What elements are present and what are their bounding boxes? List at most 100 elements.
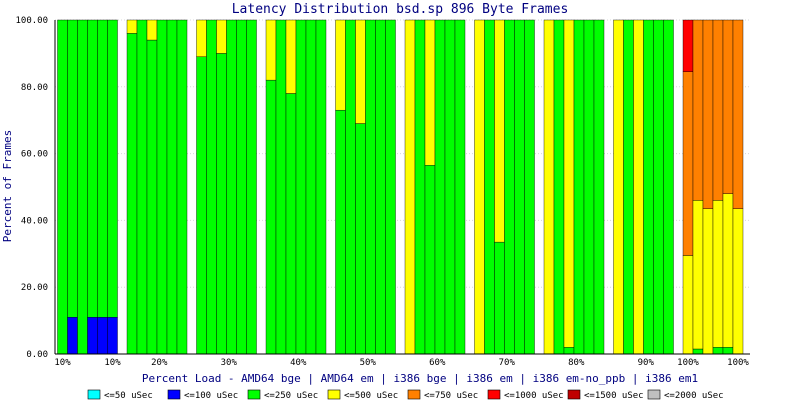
bar-segment bbox=[156, 19, 168, 355]
bar-segment bbox=[57, 19, 68, 355]
legend-swatch bbox=[247, 389, 261, 400]
bar-segment bbox=[504, 19, 515, 355]
bar-segment bbox=[613, 19, 624, 355]
bar-segment bbox=[355, 19, 366, 124]
x-tick-label: 70% bbox=[499, 358, 516, 368]
y-tick-label: 0.00 bbox=[26, 350, 48, 360]
bar-segment bbox=[385, 19, 396, 355]
bar-segment bbox=[355, 123, 366, 355]
bar-segment bbox=[97, 19, 108, 318]
bar-segment bbox=[365, 19, 376, 355]
legend-entry: <=2000 uSec bbox=[664, 391, 724, 400]
bar-segment bbox=[682, 19, 694, 72]
bar-segment bbox=[722, 19, 734, 194]
bar-segment bbox=[524, 19, 535, 355]
bar-segment bbox=[514, 19, 525, 355]
bar-segment bbox=[722, 347, 734, 355]
bar-segment bbox=[434, 19, 446, 355]
legend-entry: <=50 uSec bbox=[104, 391, 153, 400]
bar-segment bbox=[653, 19, 664, 355]
bar-segment bbox=[424, 19, 436, 166]
bar-segment bbox=[712, 19, 724, 201]
bar-segment bbox=[375, 19, 386, 355]
legend-entry: <=100 uSec bbox=[184, 391, 238, 400]
y-tick-label: 40.00 bbox=[21, 216, 48, 226]
x-tick-label: 30% bbox=[221, 358, 238, 368]
bar-segment bbox=[702, 19, 714, 209]
y-tick-label: 100.00 bbox=[15, 16, 48, 26]
bar-segment bbox=[633, 19, 644, 355]
legend-entry: <=500 uSec bbox=[344, 391, 398, 400]
x-tick-label: 10% bbox=[54, 358, 71, 368]
bar-segment bbox=[454, 19, 466, 355]
bar-segment bbox=[345, 19, 356, 355]
bar-segment bbox=[126, 19, 138, 34]
bar-segment bbox=[335, 109, 346, 355]
x-tick-labels: 10% 10% 20% 30% 40% 50% 60% 70% 80% 90% 100% 100% bbox=[54, 358, 749, 368]
x-tick-label: 50% bbox=[360, 358, 377, 368]
bar-segment bbox=[444, 19, 456, 355]
bar-segment bbox=[494, 19, 505, 243]
bar-segment bbox=[692, 200, 704, 350]
x-tick-label: 90% bbox=[638, 358, 655, 368]
bar-segment bbox=[563, 19, 575, 348]
y-axis-label: Percent of Frames bbox=[1, 130, 14, 243]
legend-swatch bbox=[407, 389, 421, 400]
y-tick-labels: 0.00 20.00 40.00 60.00 80.00 100.00 bbox=[15, 16, 48, 360]
axes bbox=[54, 20, 750, 355]
bar-segment bbox=[216, 19, 227, 54]
bar-segment bbox=[107, 317, 118, 355]
bar-segment bbox=[692, 348, 704, 355]
bar-segment bbox=[305, 19, 317, 355]
bar-segment bbox=[722, 193, 734, 348]
bar-segment bbox=[583, 19, 595, 355]
bar-segment bbox=[404, 19, 416, 355]
bar-segment bbox=[126, 33, 138, 355]
bar-segment bbox=[702, 208, 714, 355]
bar-segment bbox=[206, 19, 217, 355]
bar-segment bbox=[563, 347, 575, 355]
bar-segment bbox=[146, 39, 158, 355]
bar-segment bbox=[682, 71, 694, 256]
bar-segment bbox=[623, 19, 634, 355]
bar-segment bbox=[216, 53, 227, 355]
bar-segment bbox=[196, 56, 207, 355]
legend-swatch bbox=[567, 389, 581, 400]
legend-entry: <=1500 uSec bbox=[584, 391, 644, 400]
bar-segment bbox=[265, 19, 277, 81]
bar-segment bbox=[573, 19, 585, 355]
bar-segment bbox=[285, 19, 297, 94]
bar-segment bbox=[87, 19, 98, 318]
bar-segment bbox=[226, 19, 237, 355]
x-tick-label: 100% bbox=[677, 358, 699, 368]
x-tick-label: 40% bbox=[290, 358, 307, 368]
y-tick-label: 80.00 bbox=[21, 83, 48, 93]
y-tick-label: 60.00 bbox=[21, 150, 48, 160]
bar-segment bbox=[246, 19, 257, 355]
x-tick-label: 10% bbox=[104, 358, 121, 368]
bar-segment bbox=[87, 317, 98, 355]
legend-swatch bbox=[327, 389, 341, 400]
bar-segment bbox=[712, 200, 724, 348]
bar-segment bbox=[146, 19, 158, 41]
bar-segment bbox=[553, 19, 565, 355]
bar-segment bbox=[682, 255, 694, 355]
legend-swatch bbox=[87, 389, 101, 400]
bar-segment bbox=[285, 93, 297, 355]
legend-entry: <=1000 uSec bbox=[504, 391, 564, 400]
chart-title: Latency Distribution bsd.sp 896 Byte Fra… bbox=[232, 2, 569, 17]
bar-segment bbox=[295, 19, 307, 355]
bar-segment bbox=[424, 165, 436, 355]
bar-segment bbox=[663, 19, 674, 355]
x-tick-label: 20% bbox=[151, 358, 168, 368]
bar-segment bbox=[414, 19, 426, 355]
bar-segment bbox=[77, 19, 88, 355]
bar-segment bbox=[67, 19, 78, 318]
bar-segment bbox=[196, 19, 207, 57]
bar-segment bbox=[712, 347, 724, 355]
legend-entry: <=250 uSec bbox=[264, 391, 318, 400]
bar-segment bbox=[335, 19, 346, 111]
bar-segment bbox=[732, 19, 744, 209]
bar-segment bbox=[236, 19, 247, 355]
